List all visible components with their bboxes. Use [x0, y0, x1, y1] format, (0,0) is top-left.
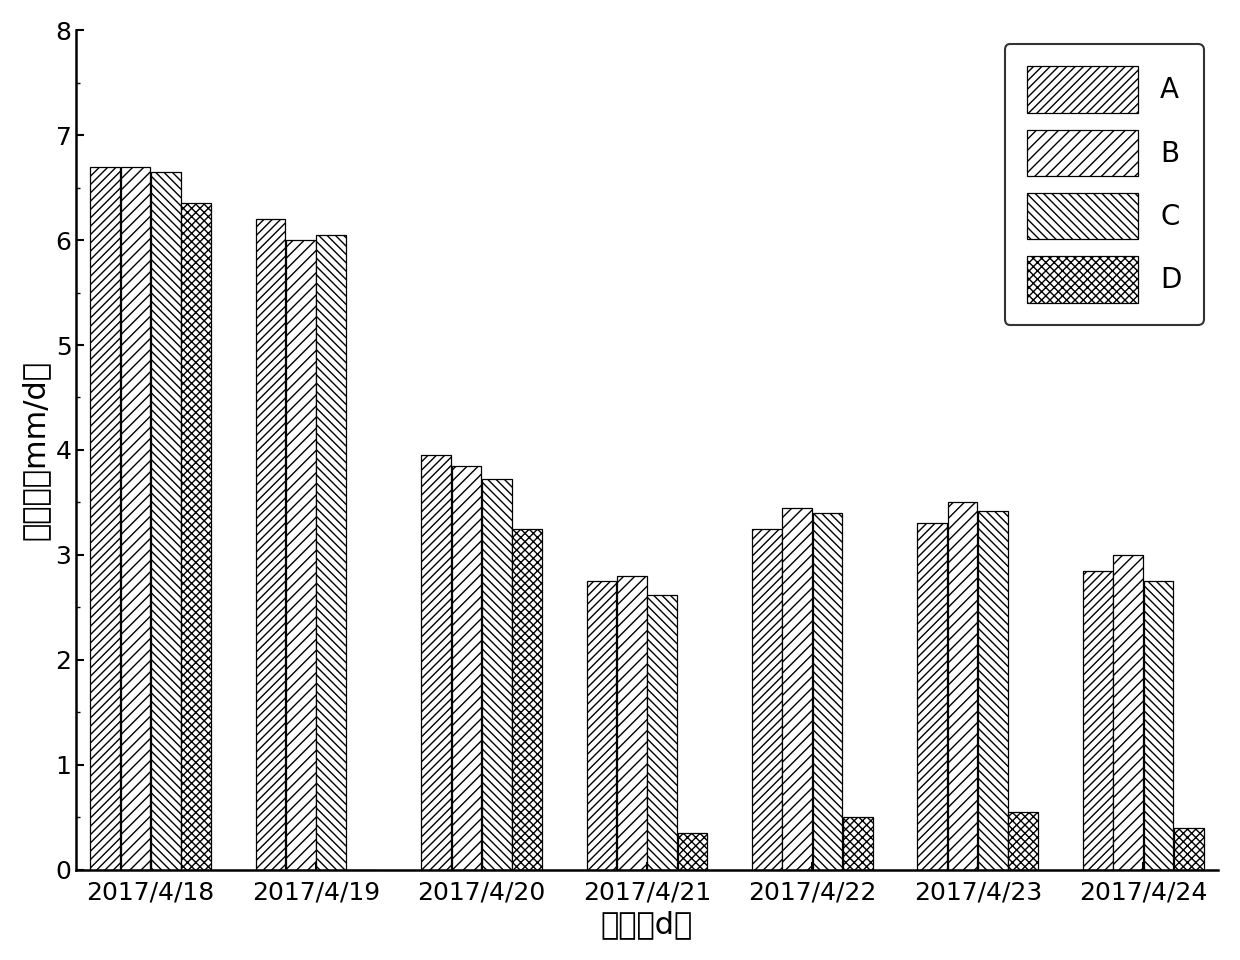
Legend: A, B, C, D: A, B, C, D	[1004, 44, 1204, 324]
Bar	[587, 581, 616, 870]
Bar	[677, 832, 707, 870]
Bar	[512, 529, 542, 870]
Bar	[120, 167, 150, 870]
Bar	[255, 219, 285, 870]
Bar	[812, 513, 842, 870]
Bar	[181, 204, 211, 870]
Bar	[316, 235, 346, 870]
Bar	[1143, 581, 1173, 870]
Bar	[782, 508, 812, 870]
Bar	[1083, 570, 1112, 870]
Bar	[918, 523, 947, 870]
Bar	[91, 167, 120, 870]
Bar	[151, 172, 181, 870]
Bar	[482, 479, 512, 870]
Bar	[422, 455, 451, 870]
Bar	[618, 576, 646, 870]
Bar	[751, 529, 781, 870]
Bar	[1114, 555, 1143, 870]
Bar	[947, 502, 977, 870]
Bar	[451, 466, 481, 870]
Bar	[843, 817, 873, 870]
Bar	[1008, 812, 1038, 870]
Bar	[1174, 828, 1204, 870]
Bar	[647, 594, 677, 870]
X-axis label: 日期（d）: 日期（d）	[601, 910, 693, 939]
Bar	[286, 240, 316, 870]
Y-axis label: 蒸发量（mm/d）: 蒸发量（mm/d）	[21, 360, 50, 540]
Bar	[978, 511, 1008, 870]
